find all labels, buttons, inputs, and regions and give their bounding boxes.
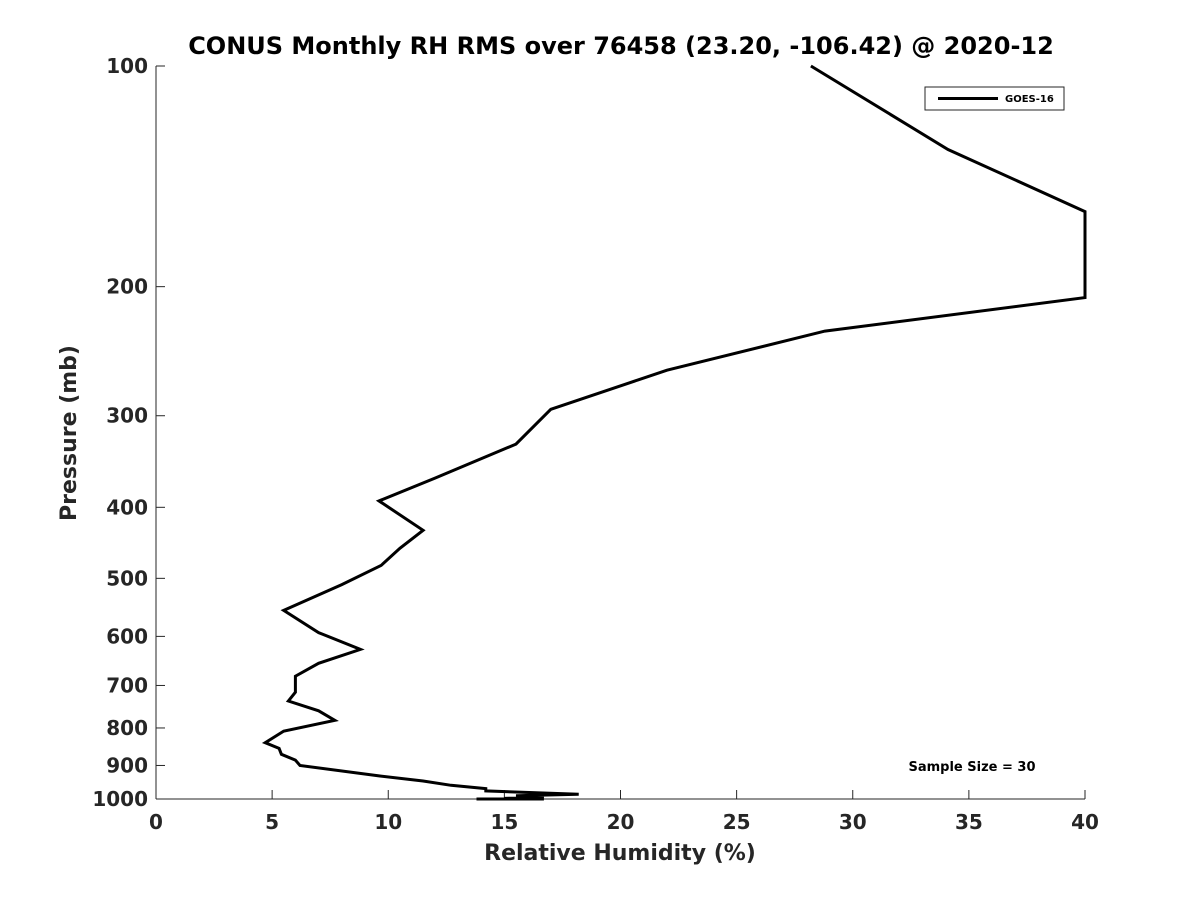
x-tick-label: 30 — [839, 810, 867, 834]
series-layer — [261, 64, 1087, 801]
sample-size-annotation: Sample Size = 30 — [908, 760, 1035, 775]
x-tick-label: 40 — [1071, 810, 1099, 834]
y-tick-label: 1000 — [92, 787, 148, 811]
chart-title: CONUS Monthly RH RMS over 76458 (23.20, … — [188, 32, 1054, 60]
x-tick-label: 5 — [265, 810, 279, 834]
x-tick-label: 10 — [374, 810, 402, 834]
series-line-0 — [261, 64, 1087, 801]
y-tick-label: 400 — [106, 495, 148, 519]
x-tick-label: 20 — [607, 810, 635, 834]
legend: GOES-16 — [924, 86, 1065, 111]
y-tick-label: 200 — [106, 275, 148, 299]
x-tick-label: 35 — [955, 810, 983, 834]
x-ticks: 0 5 10 15 20 25 30 35 40 — [149, 790, 1099, 834]
x-tick-label: 0 — [149, 810, 163, 834]
y-axis-label: Pressure (mb) — [57, 345, 82, 521]
y-tick-label: 900 — [106, 753, 148, 777]
y-tick-label: 100 — [106, 54, 148, 78]
x-tick-label: 25 — [723, 810, 751, 834]
x-axis-label: Relative Humidity (%) — [484, 841, 756, 866]
y-tick-label: 600 — [106, 624, 148, 648]
y-tick-label: 700 — [106, 673, 148, 697]
y-tick-label: 800 — [106, 716, 148, 740]
legend-label-goes16: GOES-16 — [1005, 94, 1054, 105]
y-tick-label: 300 — [106, 404, 148, 428]
y-tick-label: 500 — [106, 566, 148, 590]
x-tick-label: 15 — [490, 810, 518, 834]
y-ticks: 100 200 300 400 500 600 700 800 900 1000 — [92, 54, 165, 811]
